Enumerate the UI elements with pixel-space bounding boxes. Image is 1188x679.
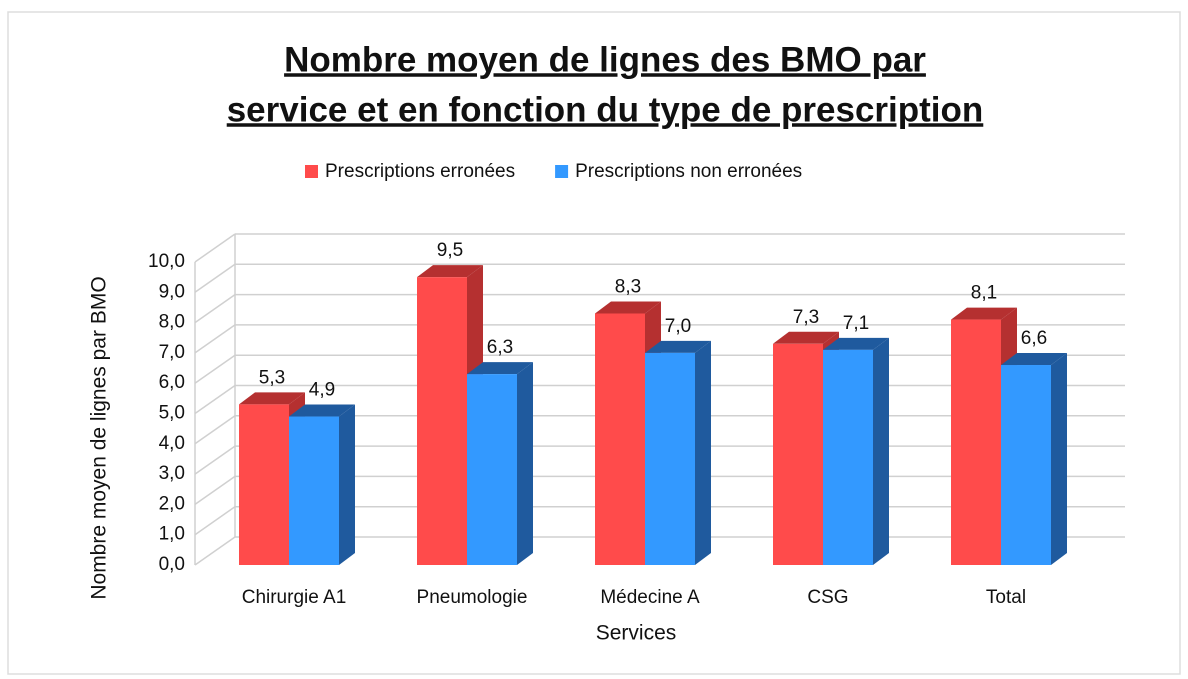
bar-side — [873, 337, 889, 565]
grid-line — [194, 293, 236, 324]
y-tick-label: 9,0 — [159, 281, 185, 302]
x-tick-label: Pneumologie — [417, 587, 528, 608]
legend-swatch — [305, 165, 318, 178]
bar-top — [1001, 353, 1067, 366]
bar — [595, 313, 645, 565]
bar-top — [645, 340, 711, 353]
y-tick-label: 5,0 — [159, 403, 185, 424]
y-tick-label: 6,0 — [159, 372, 185, 393]
value-label: 9,5 — [437, 240, 463, 261]
value-label: 6,3 — [487, 337, 513, 358]
bar-top — [467, 362, 533, 375]
chart-title: service et en fonction du type de prescr… — [227, 90, 984, 129]
bar-top — [773, 331, 839, 344]
value-label: 4,9 — [309, 380, 335, 401]
bar — [289, 416, 339, 565]
bar — [645, 352, 695, 565]
bar-side — [517, 362, 533, 565]
bar — [239, 404, 289, 565]
value-label: 5,3 — [259, 367, 285, 388]
y-axis-label: Nombre moyen de lignes par BMO — [88, 276, 111, 599]
bar — [467, 374, 517, 565]
bar-top — [239, 392, 305, 405]
value-label: 7,1 — [843, 313, 869, 334]
bar-top — [823, 337, 889, 350]
y-tick-label: 2,0 — [159, 493, 185, 514]
grid-line — [194, 536, 236, 566]
bar-top — [595, 301, 661, 314]
bar-side — [1051, 353, 1067, 565]
y-tick-label: 10,0 — [148, 251, 185, 272]
bar-top — [289, 404, 355, 417]
grid-line — [194, 475, 236, 506]
y-tick-label: 3,0 — [159, 463, 185, 484]
y-tick-label: 0,0 — [159, 554, 185, 575]
legend-label: Prescriptions non erronées — [575, 161, 802, 182]
x-tick-label: Total — [986, 587, 1026, 608]
bar — [417, 277, 467, 565]
bar-side — [339, 404, 355, 565]
grid-line — [194, 324, 236, 354]
grid-line — [194, 506, 236, 536]
grid-line — [194, 354, 236, 384]
grid-line — [194, 263, 236, 293]
x-axis-label: Services — [596, 622, 677, 645]
bar — [823, 349, 873, 565]
bar-top — [417, 265, 483, 278]
value-label: 8,1 — [971, 283, 997, 304]
grid-line — [194, 384, 236, 415]
y-tick-label: 4,0 — [159, 433, 185, 454]
value-label: 7,3 — [793, 307, 819, 328]
grid-line — [194, 415, 236, 445]
chart-title: Nombre moyen de lignes des BMO par — [284, 40, 926, 79]
legend-label: Prescriptions erronées — [325, 161, 515, 182]
bar — [1001, 365, 1051, 565]
legend-swatch — [555, 165, 569, 178]
y-tick-label: 8,0 — [159, 312, 185, 333]
value-label: 6,6 — [1021, 328, 1047, 349]
bar — [773, 343, 823, 565]
y-tick-label: 1,0 — [159, 524, 185, 545]
x-tick-label: CSG — [807, 587, 848, 608]
bar — [951, 319, 1001, 565]
value-label: 7,0 — [665, 316, 691, 337]
bar-side — [695, 340, 711, 565]
x-tick-label: Médecine A — [600, 587, 700, 608]
value-label: 8,3 — [615, 277, 641, 298]
bar-top — [951, 307, 1017, 320]
x-tick-label: Chirurgie A1 — [242, 587, 347, 608]
grid-line — [194, 233, 236, 263]
grid-line — [194, 445, 236, 475]
y-tick-label: 7,0 — [159, 342, 185, 363]
